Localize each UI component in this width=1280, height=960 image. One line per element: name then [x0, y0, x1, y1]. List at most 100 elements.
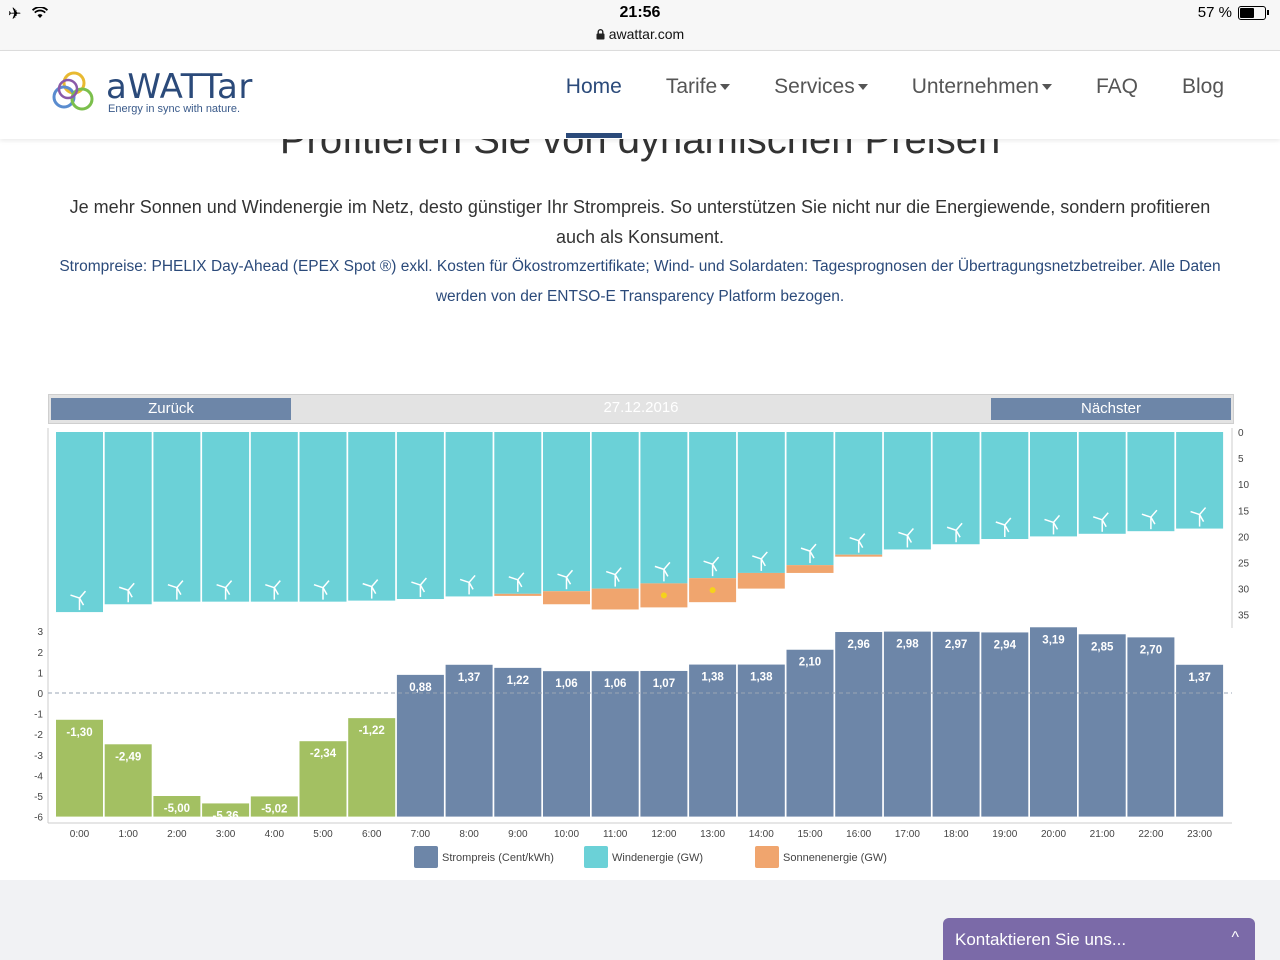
- wind-turbine-icon: [459, 574, 476, 595]
- x-axis-tick: 8:00: [459, 829, 479, 840]
- wind-turbine-icon: [557, 569, 574, 590]
- legend-swatch: [414, 846, 438, 868]
- price-axis-tick: -4: [34, 771, 43, 782]
- contact-widget-button[interactable]: Kontaktieren Sie uns... ^: [943, 918, 1255, 960]
- wind-turbine-icon: [800, 543, 817, 564]
- x-axis-tick: 9:00: [508, 829, 528, 840]
- wind-bar: [981, 432, 1029, 540]
- wind-turbine-icon: [849, 533, 866, 553]
- logo[interactable]: aWATTar Energy in sync with nature.: [52, 67, 252, 120]
- x-axis-tick: 15:00: [797, 829, 822, 840]
- price-label: -1,30: [66, 727, 92, 739]
- energy-axis-tick: 35: [1238, 611, 1250, 622]
- price-bar: [932, 631, 980, 817]
- x-axis-tick: 10:00: [554, 829, 579, 840]
- wind-bar: [835, 432, 883, 555]
- x-axis-tick: 19:00: [992, 829, 1017, 840]
- price-label: 1,06: [604, 678, 626, 690]
- nav-item-tarife[interactable]: Tarife: [666, 75, 730, 99]
- energy-axis-tick: 10: [1238, 480, 1250, 491]
- price-bar: [445, 664, 493, 817]
- wind-bar: [932, 432, 980, 545]
- wind-bar: [1078, 432, 1126, 534]
- price-bar: [1127, 637, 1175, 817]
- price-bar: [689, 664, 737, 817]
- wind-bar: [348, 432, 396, 601]
- x-axis-tick: 22:00: [1138, 829, 1163, 840]
- next-day-button[interactable]: Nächster: [991, 398, 1231, 420]
- wind-bar: [202, 432, 250, 602]
- status-time: 21:56: [619, 4, 661, 21]
- price-axis-tick: -3: [34, 751, 43, 762]
- wind-bar: [737, 432, 785, 573]
- x-axis-tick: 5:00: [313, 829, 333, 840]
- wind-bar: [1030, 432, 1077, 537]
- price-axis-tick: 0: [37, 689, 43, 700]
- wind-bar: [153, 432, 201, 602]
- x-axis-tick: 6:00: [362, 829, 382, 840]
- price-label: 2,70: [1140, 644, 1162, 656]
- price-bar: [1030, 627, 1077, 817]
- wind-bar: [1176, 432, 1224, 529]
- chevron-up-icon: ^: [1231, 929, 1239, 946]
- site-header: aWATTar Energy in sync with nature. Home…: [0, 51, 1280, 139]
- nav-item-unternehmen[interactable]: Unternehmen: [912, 75, 1052, 99]
- price-label: 1,06: [555, 678, 577, 690]
- chart-date-nav: 27.12.2016 Zurück Nächster: [48, 394, 1234, 424]
- wind-bar: [494, 432, 542, 594]
- energy-axis-tick: 0: [1238, 428, 1244, 439]
- price-label: 2,94: [994, 639, 1017, 651]
- price-axis-tick: -1: [34, 710, 43, 721]
- x-axis-tick: 3:00: [216, 829, 236, 840]
- price-label: 1,38: [701, 672, 724, 684]
- wind-bar: [445, 432, 493, 597]
- chart-date: 27.12.2016: [603, 399, 679, 416]
- x-axis-tick: 12:00: [651, 829, 676, 840]
- nav-item-services[interactable]: Services: [774, 75, 868, 99]
- status-icons-left: ✈: [8, 4, 48, 24]
- price-label: 2,97: [945, 639, 967, 651]
- price-label: 2,10: [799, 657, 821, 669]
- price-label: -5,36: [212, 810, 238, 822]
- previous-day-button[interactable]: Zurück: [51, 398, 291, 420]
- nav-item-blog[interactable]: Blog: [1181, 75, 1224, 98]
- wind-turbine-icon: [1092, 512, 1109, 532]
- price-label: -1,22: [359, 725, 385, 737]
- wind-turbine-icon: [1190, 507, 1207, 527]
- x-axis-tick: 7:00: [411, 829, 431, 840]
- wind-bar: [250, 432, 298, 602]
- sun-icon: [709, 587, 716, 594]
- wind-turbine-icon: [362, 579, 379, 599]
- nav-item-faq[interactable]: FAQ: [1095, 75, 1138, 98]
- solar-bar: [494, 593, 542, 596]
- price-energy-chart: 051015202530353210-1-2-3-4-5-6-1,300:00-…: [34, 428, 1250, 868]
- x-axis-tick: 20:00: [1041, 829, 1066, 840]
- address-bar[interactable]: awattar.com: [0, 26, 1280, 42]
- wind-bar: [396, 432, 444, 600]
- x-axis-tick: 21:00: [1090, 829, 1115, 840]
- main-nav: Home Tarife Services Unternehmen FAQ Blog: [565, 75, 1224, 138]
- wind-bar: [299, 432, 347, 602]
- status-icons-right: 57 %: [1198, 4, 1269, 21]
- wind-bar: [786, 432, 834, 566]
- price-axis-tick: 3: [37, 627, 43, 638]
- wifi-icon: [31, 6, 48, 23]
- solar-bar: [737, 572, 785, 589]
- wind-turbine-icon: [313, 580, 330, 600]
- price-label: 1,22: [507, 675, 529, 687]
- wind-turbine-icon: [118, 582, 135, 603]
- wind-bar: [591, 432, 639, 589]
- wind-turbine-icon: [216, 580, 233, 600]
- x-axis-tick: 2:00: [167, 829, 187, 840]
- energy-axis-tick: 15: [1238, 506, 1250, 517]
- nav-item-home[interactable]: Home: [565, 75, 622, 138]
- wind-bar: [883, 432, 931, 550]
- wind-turbine-icon: [508, 572, 525, 592]
- price-bar: [494, 667, 542, 817]
- solar-bar: [591, 588, 639, 610]
- price-bar: [981, 632, 1029, 817]
- wind-turbine-icon: [703, 556, 720, 577]
- wind-bar: [689, 432, 737, 579]
- price-bar: [104, 744, 152, 817]
- price-bar: [1078, 634, 1126, 817]
